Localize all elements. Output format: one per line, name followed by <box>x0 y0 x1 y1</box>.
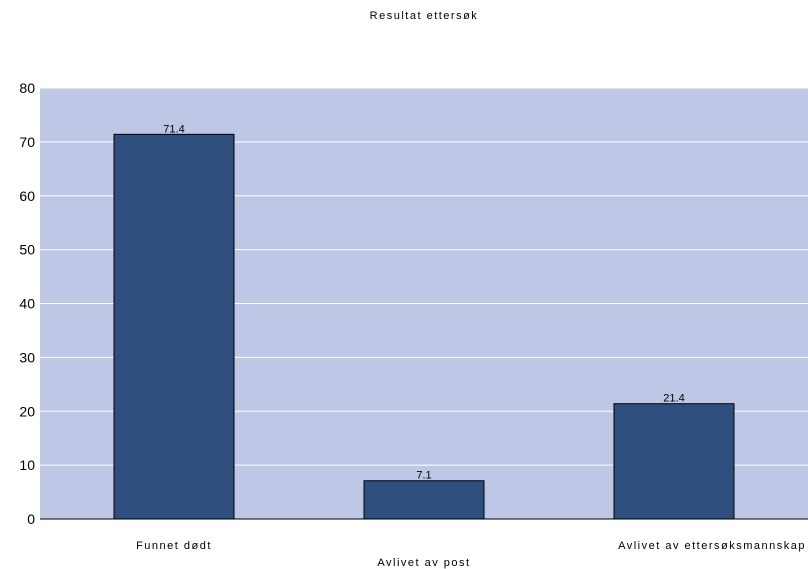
y-tick-label: 70 <box>19 134 35 150</box>
y-tick-label: 20 <box>19 403 35 419</box>
y-tick-label: 40 <box>19 296 35 312</box>
bars <box>113 133 735 520</box>
chart-title: Resultat ettersøk <box>370 10 479 22</box>
category-label: Avlivet av post <box>377 557 470 569</box>
category-label: Avlivet av ettersøksmannskap <box>618 540 806 552</box>
y-tick-label: 50 <box>19 242 35 258</box>
y-axis-ticks: 0 10 20 30 40 50 60 70 80 <box>19 80 35 527</box>
bar <box>363 480 485 520</box>
category-labels: Funnet dødt Avlivet av post Avlivet av ett… <box>136 540 806 569</box>
y-tick-label: 60 <box>19 188 35 204</box>
data-label: 71.4 <box>163 123 184 135</box>
y-tick-label: 0 <box>27 511 35 527</box>
category-label: Funnet dødt <box>136 540 212 552</box>
y-tick-label: 80 <box>19 80 35 96</box>
bar <box>113 133 235 520</box>
data-labels: 71.4 7.1 21.4 <box>163 123 684 481</box>
y-tick-label: 10 <box>19 457 35 473</box>
y-tick-label: 30 <box>19 349 35 365</box>
data-label: 7.1 <box>416 470 431 482</box>
bar <box>613 403 735 520</box>
data-label: 21.4 <box>663 393 684 405</box>
